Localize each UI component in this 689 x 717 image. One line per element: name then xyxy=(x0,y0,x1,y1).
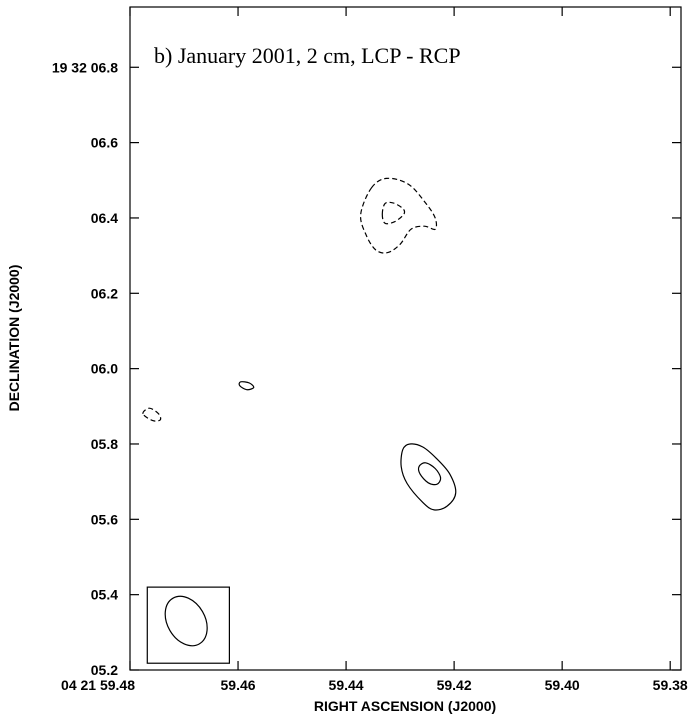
y-tick-label: 05.8 xyxy=(91,436,118,452)
y-tick-label: 06.6 xyxy=(91,135,118,151)
y-tick-label: 06.4 xyxy=(91,210,118,226)
chart-title: b) January 2001, 2 cm, LCP - RCP xyxy=(154,43,461,68)
x-tick-label: 59.46 xyxy=(221,677,256,693)
axis-ticks: 04 21 59.48 59.46 59.44 59.42 59.40 59.38 05.2… xyxy=(52,7,688,693)
y-tick-label: 05.6 xyxy=(91,511,118,527)
x-axis-label: RIGHT ASCENSION (J2000) xyxy=(314,698,496,714)
y-tick-label: 05.4 xyxy=(91,587,118,603)
x-tick-label: 59.40 xyxy=(545,677,580,693)
y-axis-label: DECLINATION (J2000) xyxy=(6,265,22,412)
beam-group xyxy=(146,586,230,664)
x-tick-label: 04 21 59.48 xyxy=(61,677,135,693)
x-tick-label: 59.42 xyxy=(437,677,472,693)
contour-positive-outer xyxy=(400,443,457,511)
y-tick-label: 19 32 06.8 xyxy=(52,59,118,75)
beam-box xyxy=(146,586,230,664)
beam-ellipse xyxy=(164,595,208,647)
contour-positive-small xyxy=(238,381,255,391)
contour-positive-inner xyxy=(417,462,442,486)
contour-negative-inner xyxy=(381,201,406,225)
contour-group xyxy=(142,177,457,511)
y-tick-label: 06.2 xyxy=(91,285,118,301)
x-tick-label: 59.38 xyxy=(653,677,688,693)
contour-negative-outer xyxy=(359,177,438,254)
plot-frame xyxy=(129,6,682,671)
contour-negative-small xyxy=(142,407,162,422)
y-tick-label: 05.2 xyxy=(91,662,118,678)
y-tick-label: 06.0 xyxy=(91,361,118,377)
x-tick-label: 59.44 xyxy=(329,677,364,693)
